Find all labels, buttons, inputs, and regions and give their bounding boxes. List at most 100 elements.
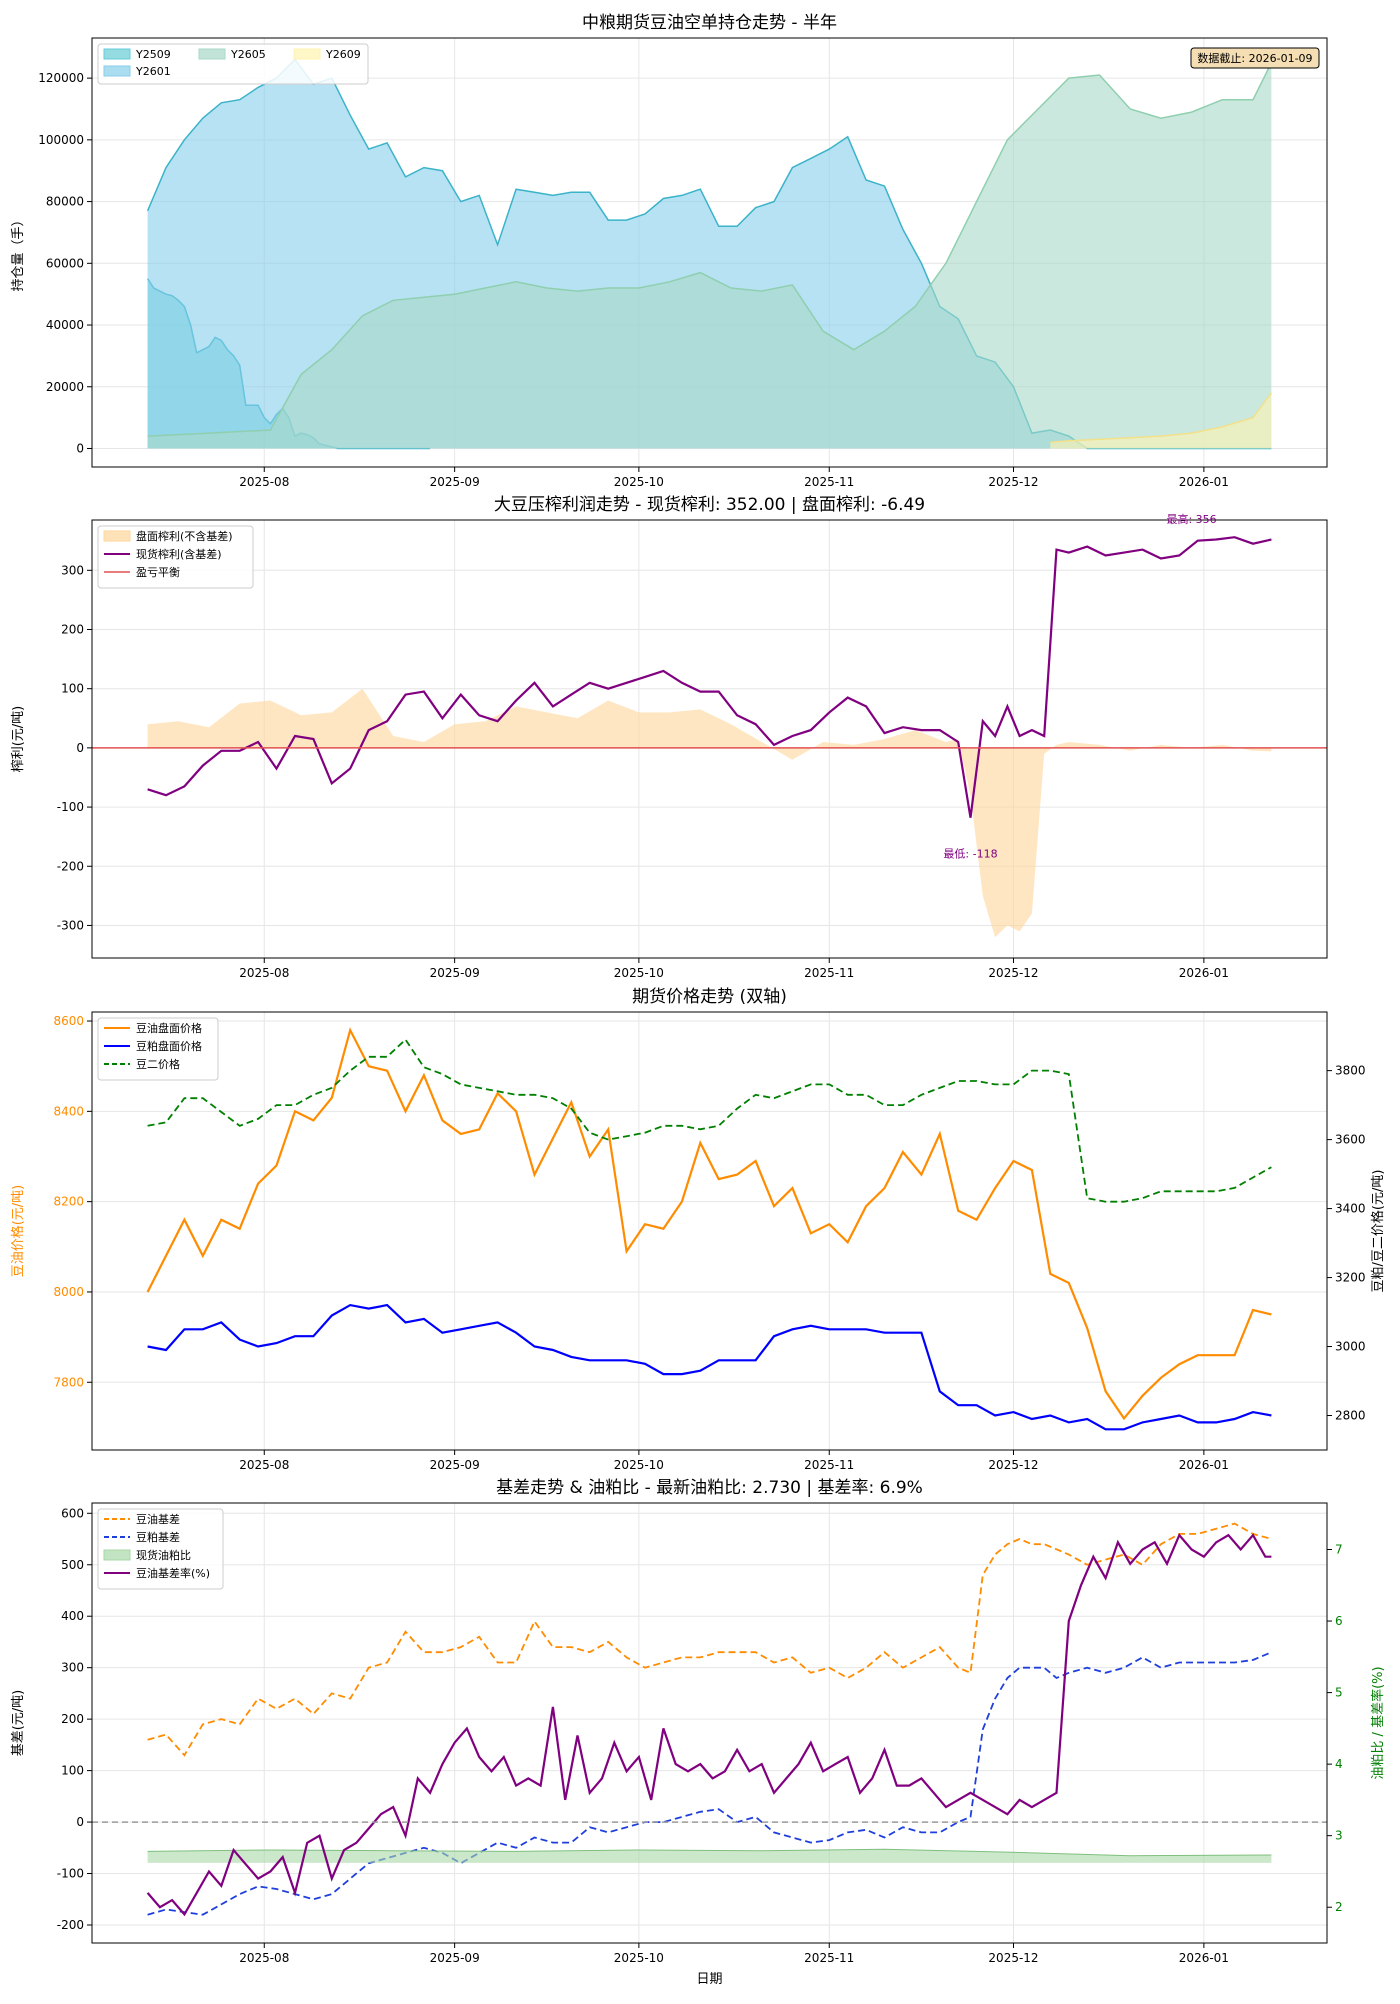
x-tick-label-4: 2025-12 — [988, 966, 1038, 980]
plot-area — [146, 1027, 1272, 1431]
x-tick-label-2: 2025-10 — [614, 475, 664, 489]
legend-label-1: 豆粕盘面价格 — [136, 1039, 202, 1053]
legend-swatch-2 — [103, 1549, 131, 1561]
extreme-annotation-0: 最高: 356 — [1166, 512, 1216, 526]
series-edge-2 — [147, 1848, 1272, 1857]
x-tick-label-0: 2025-08 — [239, 475, 289, 489]
plot-frame — [91, 1011, 1328, 1451]
x-tick-label-1: 2025-09 — [430, 966, 480, 980]
chart-panel-4: -200 -100 0 100 200 300 400 500 600 2 3 4 5 6 7 2025-08… — [11, 1478, 1386, 1987]
legend-label-1: Y2601 — [135, 65, 171, 78]
x-tick-label-3: 2025-11 — [804, 475, 854, 489]
x-tick-label-2: 2025-10 — [614, 1951, 664, 1965]
series-line-1 — [147, 1651, 1272, 1916]
y-right-tick-label-2: 3200 — [1335, 1271, 1366, 1285]
plot-frame — [91, 519, 1328, 959]
y-tick-label-0: 7800 — [53, 1375, 84, 1389]
y-right-tick-label-2: 4 — [1335, 1757, 1343, 1771]
y-tick-label-2: -100 — [57, 800, 84, 814]
chart-title: 期货价格走势 (双轴) — [632, 987, 787, 1007]
series-line-0 — [147, 1522, 1272, 1757]
y-tick-label-6: 300 — [61, 563, 84, 577]
chart-title: 基差走势 & 油粕比 - 最新油粕比: 2.730 | 基差率: 6.9% — [496, 1478, 923, 1498]
x-tick-label-1: 2025-09 — [430, 1458, 480, 1472]
plot-area — [146, 58, 1273, 450]
y-tick-label-4: 200 — [61, 1712, 84, 1726]
series-edge-3 — [1050, 392, 1273, 444]
y-tick-label-3: 8400 — [53, 1104, 84, 1118]
legend-label-2: 豆二价格 — [136, 1057, 180, 1071]
y-axis-label: 持仓量（手） — [11, 213, 26, 291]
legend-swatch-0 — [103, 48, 131, 60]
y-tick-label-0: -300 — [57, 918, 84, 932]
x-tick-label-1: 2025-09 — [430, 1951, 480, 1965]
x-tick-label-4: 2025-12 — [988, 475, 1038, 489]
legend-box — [97, 1508, 224, 1590]
x-tick-label-5: 2026-01 — [1179, 1458, 1229, 1472]
data-date-box — [1190, 47, 1320, 69]
x-tick-label-5: 2026-01 — [1179, 1951, 1229, 1965]
y-tick-label-1: 20000 — [46, 380, 84, 394]
legend-label-1: 豆粕基差 — [136, 1530, 180, 1544]
plot-frame — [91, 37, 1328, 468]
y-tick-label-5: 300 — [61, 1661, 84, 1675]
legend-label-0: 豆油基差 — [136, 1512, 180, 1526]
x-tick-label-3: 2025-11 — [804, 1458, 854, 1472]
y-axis-label: 豆油价格(元/吨) — [10, 1185, 26, 1278]
plot-frame — [91, 1502, 1328, 1944]
legend-swatch-3 — [293, 48, 321, 60]
y-tick-label-7: 500 — [61, 1558, 84, 1572]
y-right-tick-label-3: 5 — [1335, 1686, 1343, 1700]
data-date-label: 数据截止: 2026-01-09 — [1197, 51, 1312, 65]
y-tick-label-6: 120000 — [38, 71, 84, 85]
series-line-1 — [147, 536, 1272, 818]
series-area-2 — [147, 1849, 1272, 1863]
legend-label-3: 豆油基差率(%) — [136, 1566, 210, 1580]
y-tick-label-2: 40000 — [46, 318, 84, 332]
y-right-tick-label-4: 3600 — [1335, 1133, 1366, 1147]
x-tick-label-5: 2026-01 — [1179, 475, 1229, 489]
y-right-tick-label-4: 6 — [1335, 1614, 1343, 1628]
x-tick-label-4: 2025-12 — [988, 1951, 1038, 1965]
y-tick-label-8: 600 — [61, 1506, 84, 1520]
y-tick-label-5: 200 — [61, 623, 84, 637]
plot-area — [92, 536, 1327, 938]
y-tick-label-1: 8000 — [53, 1285, 84, 1299]
y-tick-label-5: 100000 — [38, 133, 84, 147]
y-tick-label-3: 60000 — [46, 256, 84, 270]
y-right-tick-label-0: 2 — [1335, 1900, 1343, 1914]
y-tick-label-4: 100 — [61, 682, 84, 696]
x-tick-label-3: 2025-11 — [804, 1951, 854, 1965]
legend-label-2: Y2605 — [230, 48, 266, 61]
x-tick-label-0: 2025-08 — [239, 1951, 289, 1965]
legend-box — [97, 525, 254, 589]
legend: 盘面榨利(不含基差) 现货榨利(含基差) 盈亏平衡 — [97, 525, 254, 589]
x-axis-label: 日期 — [696, 1972, 722, 1987]
x-tick-label-0: 2025-08 — [239, 1458, 289, 1472]
y-axis-label: 榨利(元/吨) — [10, 706, 26, 773]
legend-label-0: 豆油盘面价格 — [136, 1021, 202, 1035]
x-tick-label-0: 2025-08 — [239, 966, 289, 980]
x-tick-label-1: 2025-09 — [430, 475, 480, 489]
y-tick-label-0: -200 — [57, 1918, 84, 1932]
x-tick-label-3: 2025-11 — [804, 966, 854, 980]
legend-label-1: 现货榨利(含基差) — [136, 547, 222, 561]
series-area-3 — [1050, 392, 1272, 449]
series-edge-2 — [147, 62, 1273, 437]
series-line-3 — [146, 1533, 1272, 1917]
y-tick-label-2: 0 — [76, 1815, 84, 1829]
y-axis-label: 基差(元/吨) — [11, 1690, 26, 1757]
y-tick-label-4: 8600 — [53, 1014, 84, 1028]
chart-panel-3: 7800 8000 8200 8400 8600 2800 3000 3200 3400 3600… — [10, 987, 1386, 1472]
y-right-axis-label: 豆粕/豆二价格(元/吨) — [1370, 1170, 1386, 1293]
y-right-tick-label-1: 3 — [1335, 1829, 1343, 1843]
series-line-1 — [147, 1303, 1272, 1431]
legend-swatch-0 — [103, 530, 131, 542]
legend: Y2509 Y2601 Y2605 Y2609 — [97, 43, 369, 85]
legend-label-2: 现货油粕比 — [136, 1548, 191, 1562]
y-tick-label-3: 0 — [76, 741, 84, 755]
